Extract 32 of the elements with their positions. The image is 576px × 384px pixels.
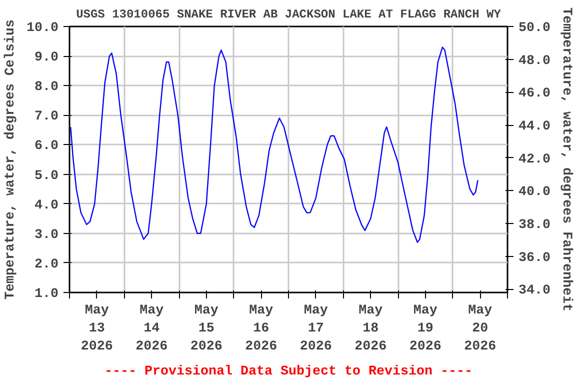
y2-tick-label: 44.0 (518, 120, 550, 135)
x-tick-label: May 15 2026 (190, 304, 222, 354)
line-series (70, 46, 478, 243)
x-tick-label: May 20 2026 (464, 304, 496, 354)
y-tick-label: 8.0 (34, 80, 59, 96)
y-tick-label: 1.0 (34, 287, 59, 302)
x-tick-label: May 14 2026 (136, 304, 168, 354)
y-tick-label: 2.0 (34, 257, 59, 272)
y2-axis-title: Temperature, water, degrees Fahrenheit (558, 8, 574, 312)
y-tick-label: 7.0 (34, 110, 59, 125)
y-tick-label: 9.0 (34, 50, 59, 66)
y-tick-label: 10.0 (26, 21, 59, 36)
y-tick-label: 5.0 (34, 168, 59, 184)
x-tick-label: May 13 2026 (80, 304, 113, 354)
x-tick-label: May 18 2026 (354, 304, 387, 354)
y2-tick-label: 40.0 (518, 185, 550, 200)
y-tick-label: 6.0 (34, 139, 59, 154)
x-tick-label: May 19 2026 (409, 304, 442, 354)
y-axis-title: Temperature, water, degrees Celsius (4, 20, 19, 300)
y2-tick-label: 48.0 (518, 54, 550, 69)
x-tick-label: May 17 2026 (300, 304, 332, 354)
text: ---- Provisional Data Subject to Revision ---- (104, 364, 472, 380)
x-tick-label: May 16 2026 (245, 304, 278, 354)
y2-tick-label: 42.0 (518, 152, 550, 168)
y2-tick-label: 34.0 (518, 284, 550, 299)
y2-tick-label: 46.0 (518, 86, 550, 102)
y-tick-label: 3.0 (34, 228, 59, 243)
y2-tick-label: 38.0 (518, 218, 550, 234)
chart-title: USGS 13010065 SNAKE RIVER AB JACKSON LAKE AT FLAGG RANCH WY (76, 8, 502, 22)
y-tick-label: 4.0 (34, 198, 59, 214)
y2-tick-label: 50.0 (518, 21, 550, 36)
y2-tick-label: 36.0 (518, 250, 550, 266)
